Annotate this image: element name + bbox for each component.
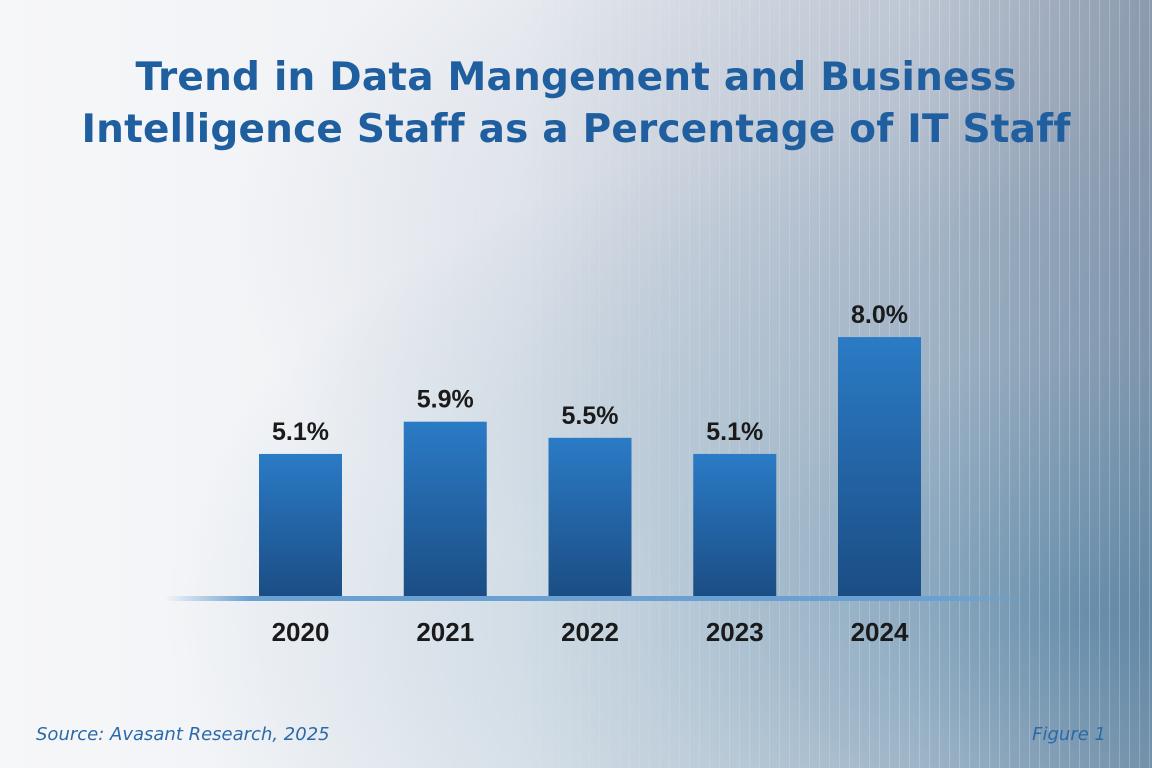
x-tick-label-2023: 2023 — [706, 617, 764, 647]
chart-title-line-1: Trend in Data Mangement and Business — [135, 55, 1017, 100]
figure-number: Figure 1 — [1032, 724, 1106, 745]
bar-2021 — [403, 421, 487, 597]
bar-2020 — [259, 453, 342, 597]
bar-2024 — [838, 337, 921, 597]
data-label-2022: 5.5% — [562, 402, 619, 430]
bar-2022 — [548, 437, 632, 597]
source-note: Source: Avasant Research, 2025 — [36, 724, 330, 745]
x-tick-label-2022: 2022 — [561, 617, 619, 647]
chart-title-line-2: Intelligence Staff as a Percentage of IT… — [81, 107, 1071, 152]
bar-2023 — [693, 453, 777, 597]
data-label-2023: 5.1% — [706, 418, 763, 446]
chart-title: Trend in Data Mangement and Business Int… — [0, 52, 1152, 156]
data-label-2024: 8.0% — [851, 301, 908, 329]
x-tick-label-2020: 2020 — [272, 617, 330, 647]
data-label-2021: 5.9% — [417, 386, 474, 414]
x-tick-label-2024: 2024 — [851, 617, 909, 647]
data-label-2020: 5.1% — [272, 418, 329, 446]
baseline-axis — [165, 596, 1035, 601]
x-tick-label-2021: 2021 — [416, 617, 474, 647]
